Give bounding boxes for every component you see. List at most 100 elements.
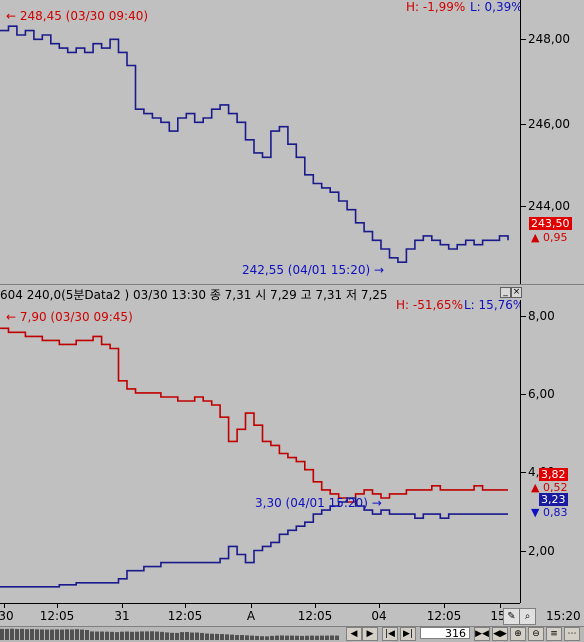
minimap-bar <box>130 631 134 640</box>
minimap-bar <box>135 631 139 640</box>
x-tick-label: 12:05 <box>426 609 462 623</box>
go-last-icon[interactable]: ▶| <box>400 627 416 641</box>
magnifier-icon[interactable]: ⌕ <box>519 608 536 625</box>
minimap-bar <box>150 631 154 640</box>
minimap-bar <box>5 628 9 640</box>
bottom-y-axis: 8,00 6,00 4,00 2,00 3,82 ▲ 0,52 3,23 ▼ 0… <box>520 300 584 603</box>
bottom-red-change-value: 0,52 <box>542 481 568 494</box>
minimap-bar <box>170 632 174 640</box>
bottom-start-price-label: ← 7,90 (03/30 09:45) <box>6 310 133 324</box>
minimap-bar <box>195 632 199 640</box>
overview-minimap[interactable] <box>0 627 340 640</box>
go-first-icon[interactable]: |◀ <box>382 627 398 641</box>
minimap-bar <box>325 635 329 640</box>
x-tick <box>251 604 252 608</box>
menu-icon[interactable]: ⋯ <box>564 627 580 641</box>
bottom-blue-change-value: 0,83 <box>542 506 568 519</box>
pane-divider[interactable] <box>0 284 584 285</box>
minimap-bar <box>0 628 4 640</box>
minimap-bar <box>330 635 334 640</box>
minimap-bar <box>310 635 314 640</box>
minimap-bar <box>95 631 99 640</box>
top-change: ▲ 0,95 <box>531 231 568 244</box>
arrow-icon: → <box>373 263 385 277</box>
bottom-low-pct: L: 15,76% <box>464 298 525 312</box>
scroll-right-icon[interactable]: ▶ <box>362 627 378 641</box>
bottom-chart-plot[interactable] <box>0 300 520 603</box>
y-tick-label: 8,00 <box>528 309 555 323</box>
minimap-bar <box>305 635 309 640</box>
bottom-red-current: 3,82 <box>539 468 568 481</box>
shrink-icon[interactable]: ▶◀ <box>474 627 490 641</box>
x-tick <box>379 604 380 608</box>
minimap-bar <box>230 634 234 640</box>
minimap-bar <box>175 632 179 640</box>
bottom-pane-header: 604 240,0(5분Data2 ) 03/30 13:30 종 7,31 시… <box>0 288 388 301</box>
minimap-bar <box>60 629 64 640</box>
minimap-bar <box>200 632 204 640</box>
bottom-start-price-text: 7,90 (03/30 09:45) <box>19 310 133 324</box>
x-tick-label: A <box>246 609 256 623</box>
minimap-bar <box>105 631 109 640</box>
close-button[interactable]: × <box>511 287 522 298</box>
top-end-price-text: 242,55 (04/01 15:20) <box>242 263 371 277</box>
bottom-blue-current: 3,23 <box>539 493 568 506</box>
y-tick <box>521 124 526 125</box>
y-tick-label: 244,00 <box>528 199 570 213</box>
minimap-bar <box>335 635 339 640</box>
top-current-price: 243,50 <box>529 217 572 230</box>
bottom-red-change: ▲ 0,52 <box>531 481 568 494</box>
minimap-bar <box>15 629 19 640</box>
expand-icon[interactable]: ◀▶ <box>492 627 508 641</box>
x-tick-label: 12:05 <box>297 609 333 623</box>
minimap-bar <box>290 635 294 640</box>
top-change-value: 0,95 <box>542 231 568 244</box>
x-tick-label: 04 <box>371 609 387 623</box>
x-tick <box>500 604 501 608</box>
minimap-bar <box>180 632 184 640</box>
minimap-bar <box>145 631 149 640</box>
minimap-bar <box>190 632 194 640</box>
zoom-out-icon[interactable]: ⊖ <box>528 627 544 641</box>
minimap-bar <box>295 635 299 640</box>
minimap-bar <box>320 635 324 640</box>
x-tick <box>444 604 445 608</box>
minimap-bar <box>35 629 39 640</box>
y-tick-label: 2,00 <box>528 544 555 558</box>
minimap-bar <box>185 631 189 640</box>
zoom-in-icon[interactable]: ⊕ <box>510 627 526 641</box>
minimap-bar <box>300 635 304 640</box>
settings-icon[interactable]: ≡ <box>546 627 562 641</box>
minimap-bar <box>10 628 14 640</box>
minimap-bar <box>235 635 239 640</box>
minimize-button[interactable]: _ <box>500 287 511 298</box>
y-tick-label: 246,00 <box>528 117 570 131</box>
minimap-bar <box>120 631 124 640</box>
current-time: 15:20 <box>546 609 581 623</box>
minimap-bar <box>65 629 69 640</box>
minimap-bar <box>110 631 114 640</box>
top-high-pct: H: -1,99% <box>406 0 466 14</box>
minimap-bar <box>125 631 129 640</box>
minimap-bar <box>250 635 254 640</box>
bottom-red-line <box>0 327 508 503</box>
minimap-bar <box>70 629 74 640</box>
x-tick-label: 12:05 <box>39 609 75 623</box>
y-tick-label: 248,00 <box>528 32 570 46</box>
minimap-bar <box>240 635 244 640</box>
bottom-end-price-label: 3,30 (04/01 15:20) → <box>255 496 382 510</box>
x-axis: 30 12:05 31 12:05 A 12:05 04 12:05 15 <box>0 603 520 626</box>
y-tick <box>521 394 526 395</box>
top-low-pct: L: 0,39% <box>470 0 523 14</box>
minimap-bar <box>275 635 279 640</box>
edit-icon[interactable]: ✎ <box>503 608 520 625</box>
visible-count-input[interactable]: 316 <box>420 627 470 640</box>
minimap-bar <box>50 629 54 640</box>
scroll-left-icon[interactable]: ◀ <box>346 627 362 641</box>
y-tick-label: 6,00 <box>528 387 555 401</box>
minimap-bar <box>245 635 249 640</box>
minimap-bar <box>85 630 89 640</box>
arrow-icon: → <box>371 496 382 510</box>
top-chart-plot[interactable] <box>0 0 520 284</box>
minimap-bar <box>205 633 209 640</box>
